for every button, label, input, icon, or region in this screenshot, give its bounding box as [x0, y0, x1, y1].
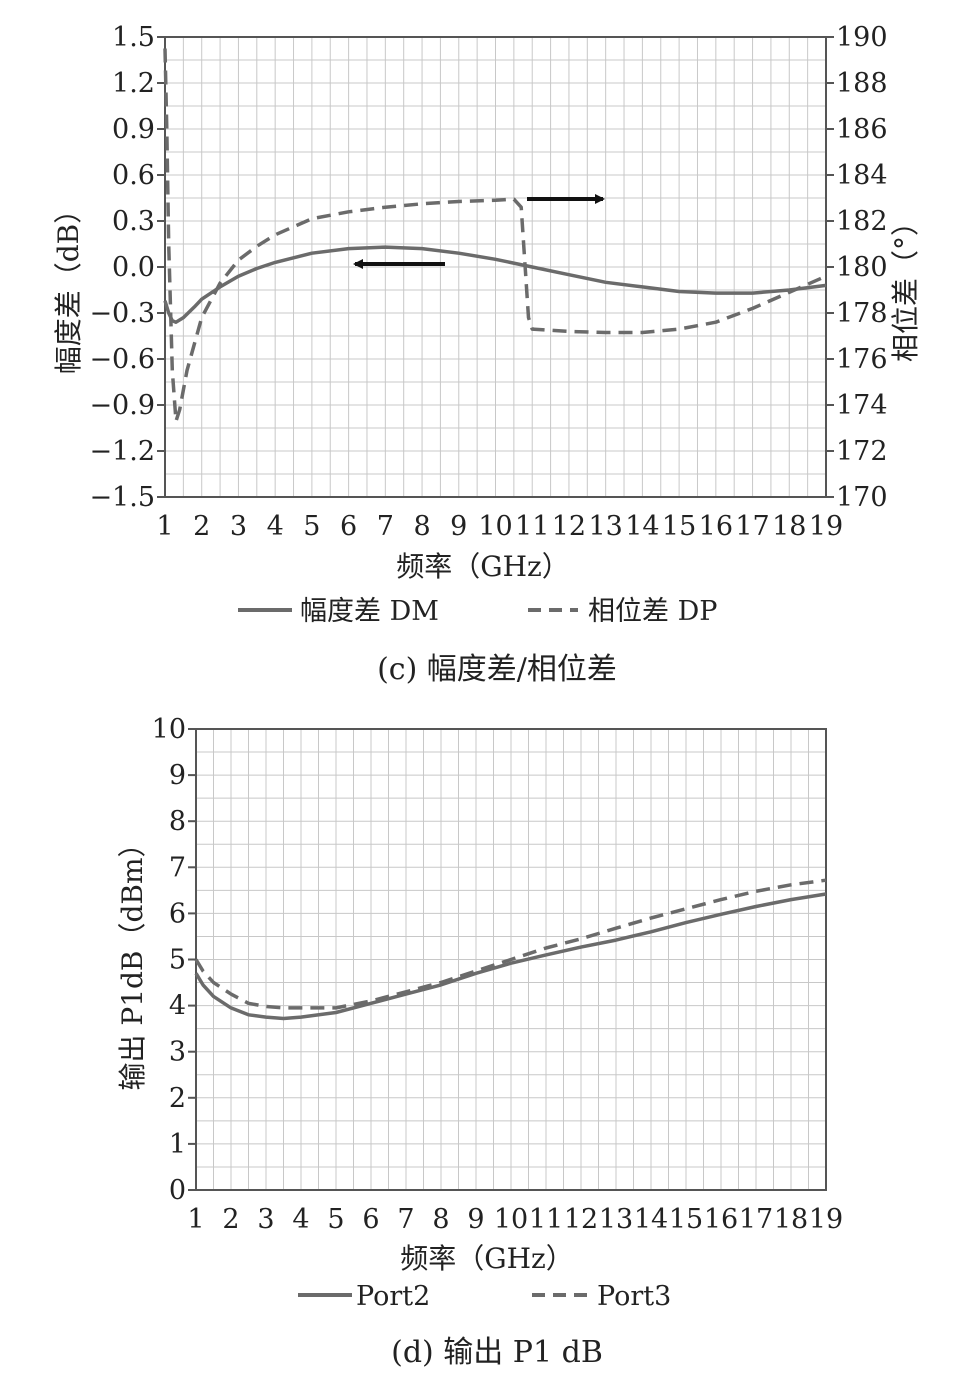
- x-tick-label: 2: [222, 1204, 239, 1235]
- x-tick-label: 8: [432, 1204, 449, 1235]
- series-line-port3: [194, 878, 827, 1010]
- y-left-tick-label: −1.5: [89, 482, 155, 513]
- y-right-tick-label: 186: [836, 114, 888, 145]
- x-tick-label: 18: [772, 511, 806, 542]
- y-tick-label: 1: [169, 1129, 186, 1160]
- x-tick-label: 15: [662, 511, 696, 542]
- x-tick-label: 8: [413, 511, 430, 542]
- y-right-axis-label: 相位差（°）: [889, 208, 922, 362]
- x-tick-label: 10: [478, 511, 512, 542]
- y-left-tick-labels: 1.5 1.2 0.9 0.6 0.3 0.0 −0.3 −0.6 −0.9 −1.2 −1.5: [89, 22, 165, 513]
- y-right-tick-label: 174: [836, 390, 888, 421]
- y-left-tick-label: −0.9: [89, 390, 155, 421]
- x-tick-label: 19: [809, 1204, 843, 1235]
- caption-d: (d) 输出 P1 dB: [391, 1335, 603, 1370]
- x-tick-label: 9: [467, 1204, 484, 1235]
- y-tick-label: 9: [169, 760, 186, 791]
- chart-amplitude-phase: 1 2 3 4 5 6 7 8 9 10 11 12 13 14 15 16 17 18 19 1.51.20.90…: [52, 22, 922, 687]
- y-tick-label: 7: [169, 852, 186, 883]
- x-tick-label: 12: [552, 511, 586, 542]
- caption-c: (c) 幅度差/相位差: [377, 652, 617, 687]
- y-right-tick-label: 190: [836, 22, 888, 53]
- x-tick-label: 3: [230, 511, 247, 542]
- x-tick-label: 11: [515, 511, 549, 542]
- y-left-tick-label: −1.2: [89, 436, 155, 467]
- x-axis-label: 频率（GHz）: [400, 1242, 574, 1275]
- series-line-dm: [163, 245, 827, 324]
- x-tick-label: 1: [187, 1204, 204, 1235]
- x-tick-labels: 1 2 3 4 5 6 7 8 9 10 11 12 13 14 15 16 17 18 19: [187, 1204, 843, 1235]
- legend-label-port3: Port3: [597, 1281, 671, 1312]
- series-line-dp: [163, 48, 827, 423]
- x-tick-label: 16: [699, 511, 733, 542]
- x-tick-label: 3: [257, 1204, 274, 1235]
- y-right-tick-label: 184: [836, 160, 888, 191]
- y-left-axis-label: 幅度差（dB）: [52, 196, 85, 375]
- y-left-tick-label: 0.0: [112, 252, 155, 283]
- x-tick-label: 4: [267, 511, 284, 542]
- y-tick-label: 6: [169, 898, 186, 929]
- series-line-port2: [194, 892, 827, 1021]
- x-tick-label: 11: [529, 1204, 563, 1235]
- x-axis-label: 频率（GHz）: [396, 550, 570, 583]
- x-tick-label: 9: [450, 511, 467, 542]
- y-left-tick-label: −0.3: [89, 298, 155, 329]
- x-tick-label: 13: [588, 511, 622, 542]
- legend-label-dm: 幅度差 DM: [300, 596, 439, 627]
- x-tick-label: 5: [327, 1204, 344, 1235]
- y-right-tick-label: 182: [836, 206, 888, 237]
- legend-label-port2: Port2: [356, 1281, 430, 1312]
- y-right-tick-label: 176: [836, 344, 888, 375]
- y-left-tick-label: 0.9: [112, 114, 155, 145]
- y-right-tick-label: 172: [836, 436, 888, 467]
- legend: Port2 Port3: [298, 1281, 671, 1312]
- y-right-tick-label: 188: [836, 68, 888, 99]
- x-tick-label: 16: [704, 1204, 738, 1235]
- x-tick-label: 5: [303, 511, 320, 542]
- x-tick-label: 10: [494, 1204, 528, 1235]
- y-right-tick-label: 180: [836, 252, 888, 283]
- legend: 幅度差 DM 相位差 DP: [238, 596, 717, 627]
- y-right-tick-label: 170: [836, 482, 888, 513]
- x-tick-label: 7: [377, 511, 394, 542]
- y-tick-label: 2: [169, 1083, 186, 1114]
- x-tick-label: 19: [809, 511, 843, 542]
- series-group: [194, 878, 827, 1021]
- y-tick-label: 3: [169, 1037, 186, 1068]
- y-tick-label: 10: [152, 714, 186, 745]
- y-left-tick-label: 1.5: [112, 22, 155, 53]
- x-tick-label: 1: [156, 511, 173, 542]
- x-tick-label: 17: [735, 511, 769, 542]
- x-tick-label: 13: [599, 1204, 633, 1235]
- legend-label-dp: 相位差 DP: [588, 596, 717, 627]
- y-left-tick-label: 0.3: [112, 206, 155, 237]
- x-tick-label: 6: [362, 1204, 379, 1235]
- y-left-tick-label: −0.6: [89, 344, 155, 375]
- y-tick-label: 5: [169, 945, 186, 976]
- x-tick-labels: 1 2 3 4 5 6 7 8 9 10 11 12 13 14 15 16 17 18 19: [156, 511, 843, 542]
- x-tick-label: 6: [340, 511, 357, 542]
- x-tick-label: 14: [625, 511, 659, 542]
- x-tick-label: 12: [564, 1204, 598, 1235]
- y-left-tick-label: 0.6: [112, 160, 155, 191]
- x-tick-label: 17: [739, 1204, 773, 1235]
- y-right-tick-labels: 190 188 186 184 182 180 178 176 174 172 170: [826, 22, 888, 513]
- y-tick-label: 0: [169, 1175, 186, 1206]
- y-left-tick-label: 1.2: [112, 68, 155, 99]
- x-tick-label: 2: [193, 511, 210, 542]
- x-tick-label: 4: [292, 1204, 309, 1235]
- y-tick-label: 8: [169, 806, 186, 837]
- x-tick-label: 15: [669, 1204, 703, 1235]
- y-tick-label: 4: [169, 991, 186, 1022]
- x-tick-label: 18: [774, 1204, 808, 1235]
- series-group: [163, 48, 827, 423]
- x-tick-label: 7: [397, 1204, 414, 1235]
- y-right-tick-label: 178: [836, 298, 888, 329]
- y-axis-label: 输出 P1dB（dBm）: [116, 829, 149, 1090]
- chart-output-p1db: 1 2 3 4 5 6 7 8 9 10 11 12 13 14 15 16 17 18 19 1098765432…: [116, 714, 843, 1370]
- x-tick-label: 14: [634, 1204, 668, 1235]
